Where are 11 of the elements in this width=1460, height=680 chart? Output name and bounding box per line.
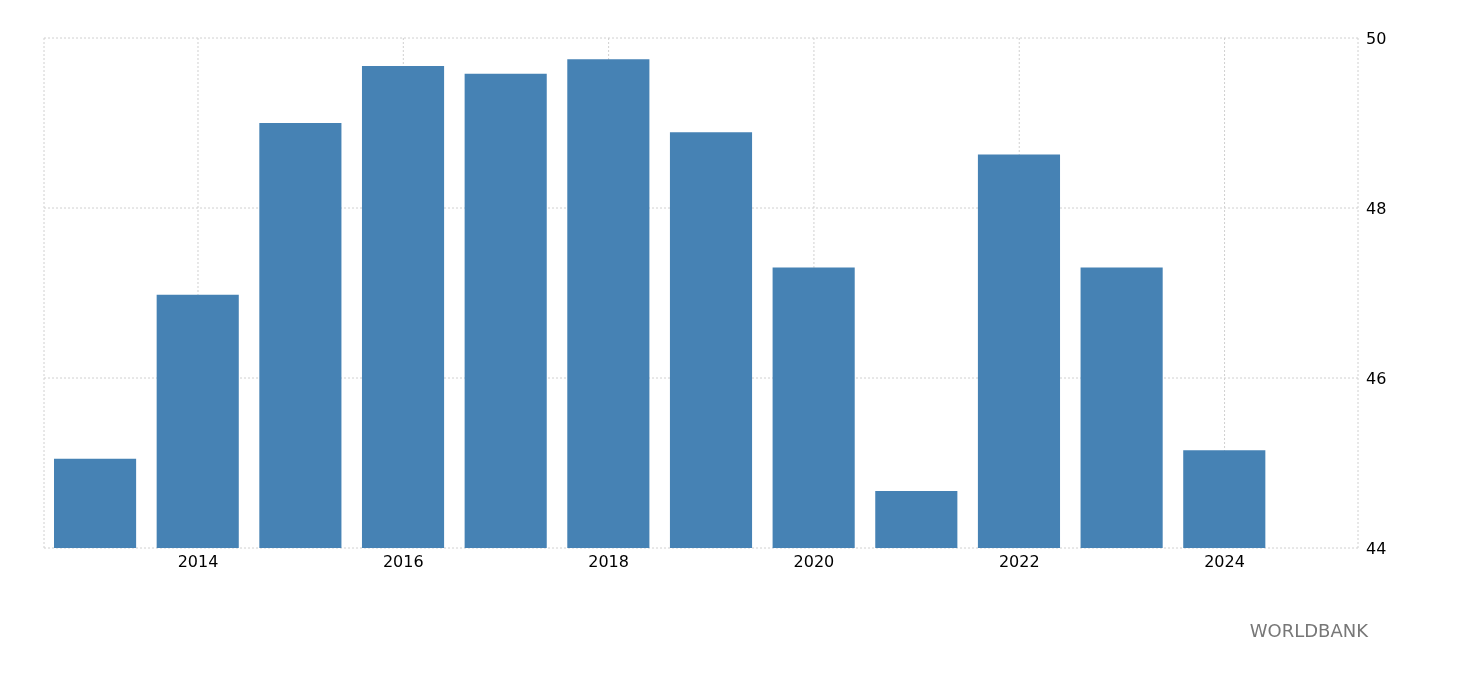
x-tick-label: 2018 — [588, 552, 629, 572]
x-tick-label: 2022 — [998, 552, 1040, 572]
x-tick-label: 2024 — [1204, 552, 1245, 572]
y-tick-label: 44 — [1366, 538, 1387, 558]
x-tick-label: 2016 — [382, 552, 424, 572]
text: WORLDBANK — [1249, 620, 1368, 641]
x-tick-label: 2014 — [177, 552, 219, 572]
y-tick-label: 48 — [1366, 198, 1387, 218]
x-tick-label: 2020 — [793, 552, 835, 572]
y-tick-label: 50 — [1366, 28, 1387, 48]
y-tick-label: 46 — [1366, 368, 1387, 388]
